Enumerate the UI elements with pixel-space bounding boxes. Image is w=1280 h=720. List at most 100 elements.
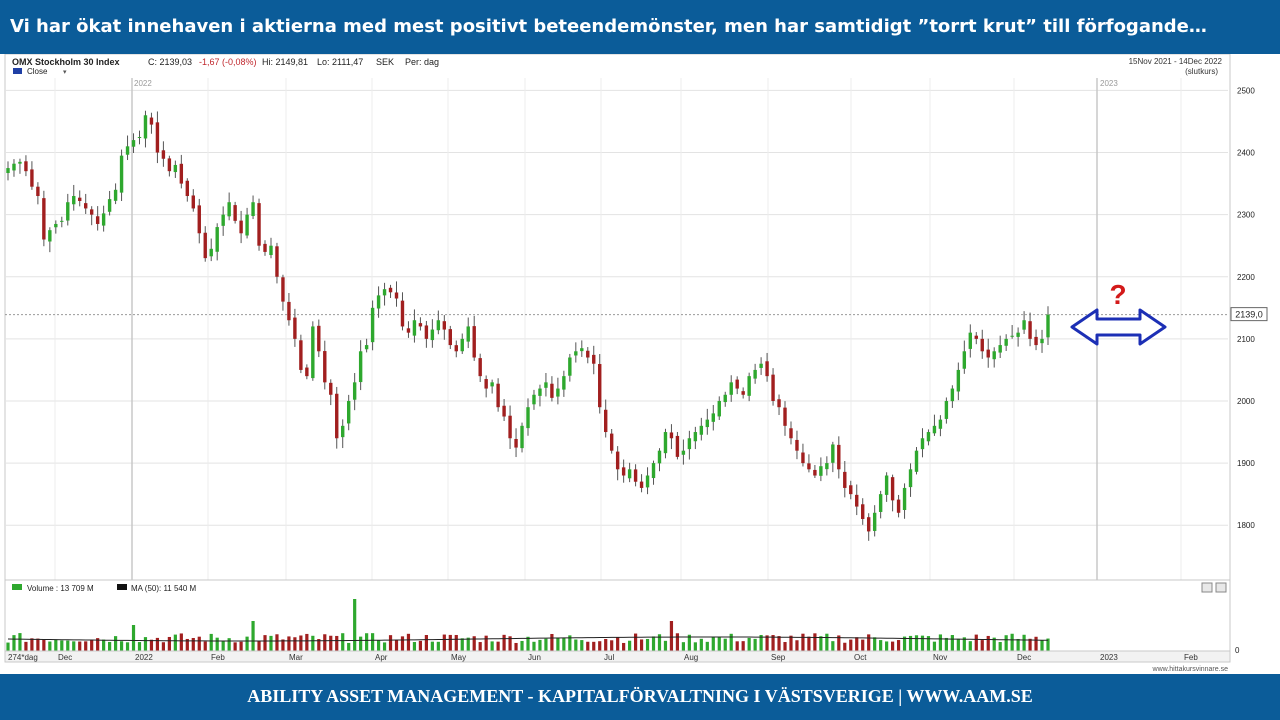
volume-bar [741,641,745,651]
candle-body [574,351,578,356]
chart-frame [4,53,1231,655]
candle-body [657,450,662,464]
candle-body [436,320,441,331]
chart-panel: OMX Stockholm 30 Index C: 2139,03 -1,67 … [0,53,1280,674]
volume-bar [370,633,375,651]
volume-bar [532,641,536,651]
days-label: 274*dag [8,653,38,662]
candle-body [526,407,530,429]
volume-bar [622,642,626,651]
volume-bar [699,638,703,651]
volume-bar [544,638,548,651]
last-value-label: 2139,0 [1235,310,1263,320]
volume-bar [406,633,411,651]
volume-bar [6,642,10,651]
quote-period: Per: dag [405,57,439,67]
candle-body [699,425,704,435]
candle-body [705,419,710,428]
candle-body [215,227,219,252]
last-value-box [1230,307,1268,322]
candle-body [30,169,34,187]
volume-bar [54,639,58,651]
volume-bar [628,640,632,651]
candle-body [1046,314,1050,338]
candle-body [861,504,865,519]
candle-body [358,351,363,383]
x-tick-label: Jun [528,653,541,662]
volume-bar [520,640,524,651]
volume-bar [317,639,321,651]
volume-bar [705,641,709,651]
volume-bar [675,633,680,651]
candle-body [78,197,82,201]
volume-bar [783,642,787,651]
candle-body [586,350,590,358]
volume-bars [6,599,1050,651]
volume-ma-line [7,636,1049,642]
candle-body [179,163,184,184]
volume-bar [586,641,590,651]
volume-bar [896,640,901,651]
volume-bar [508,636,512,651]
candle-body [562,376,566,390]
volume-bar [179,633,183,651]
close-icon[interactable] [1215,582,1227,593]
volume-bar [1046,638,1050,651]
x-tick-label: Sep [771,653,786,662]
candle-body [323,351,327,383]
candle-body [675,435,680,457]
volume-bar [1028,638,1032,651]
volume-bar [1034,636,1038,651]
candle-body [269,245,273,256]
volume-bar [771,635,775,651]
candle-body [717,400,721,417]
candle-body [221,214,225,226]
chevron-down-icon[interactable]: ▾ [63,69,67,76]
volume-bar [514,642,518,651]
volume-bar [723,638,727,651]
zoom-icon[interactable] [1201,582,1213,593]
footer-banner: ABILITY ASSET MANAGEMENT - KAPITALFÖRVAL… [0,674,1280,720]
candle-body [831,444,835,463]
volume-bar [669,621,674,651]
volume-bar [938,634,943,651]
volume-bar [185,638,189,651]
candle-body [161,150,166,159]
volume-bar [556,637,560,651]
volume-bar [502,634,506,651]
x-tick-label: Dec [1017,653,1031,662]
candle-body [968,332,972,349]
volume-bar [460,638,464,651]
candle-body [346,400,351,424]
candle-body [532,394,536,405]
volume-bar [687,634,691,651]
candle-body [538,388,542,396]
candle-body [645,475,650,488]
quote-close: C: 2139,03 [148,57,192,67]
y-axis: 1800 1900 2000 2100 2200 2300 2400 2500 [1237,86,1255,530]
price-chart[interactable]: OMX Stockholm 30 Index C: 2139,03 -1,67 … [0,53,1280,674]
price-type: (slutkurs) [1185,67,1218,76]
y-tick-label: 2200 [1237,273,1255,282]
candle-body [364,345,369,350]
volume-bar [801,633,805,651]
volume-bar [484,635,488,651]
volume-bar [490,641,494,651]
candle-body [544,382,548,388]
volume-bar [598,641,602,651]
volume-bar [944,637,948,651]
candle-body [1010,335,1014,337]
candle-body [896,499,901,513]
volume-bar [293,637,297,651]
candle-body [490,382,494,387]
volume-bar [448,634,452,651]
candle-body [992,351,996,360]
volume-bar [167,636,171,651]
candle-body [711,413,715,422]
candle-body [771,374,775,401]
x-axis-strip [4,650,1231,663]
instrument-name: OMX Stockholm 30 Index [12,57,120,67]
volume-bar [305,633,309,651]
candle-body [950,388,955,402]
candle-body [418,323,423,327]
